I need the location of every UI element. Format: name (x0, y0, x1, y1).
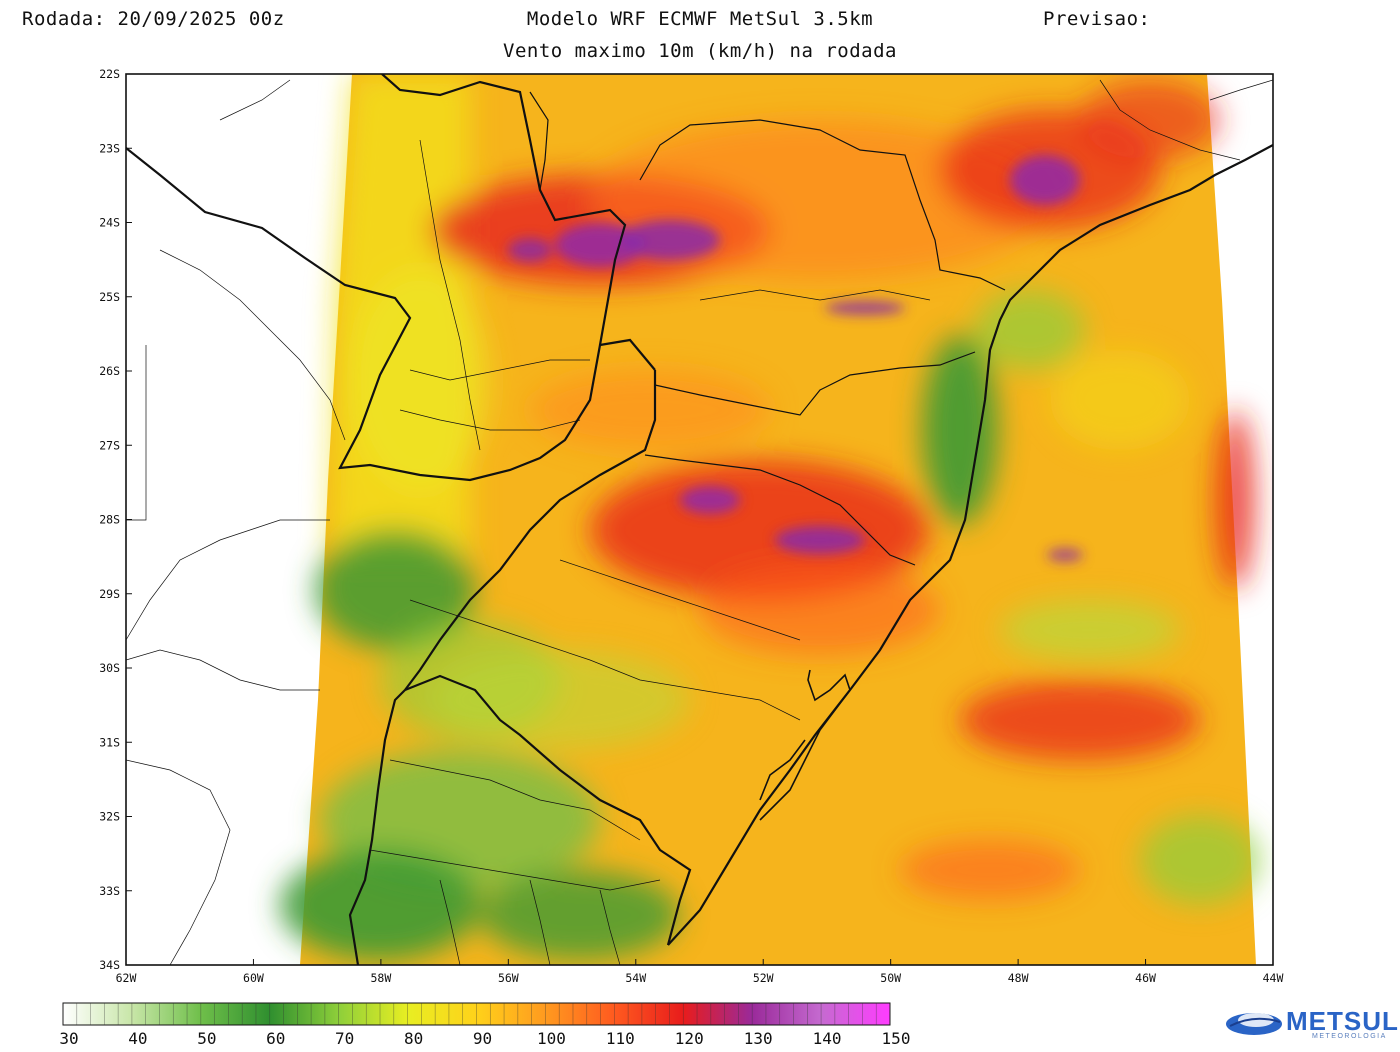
colorbar-label: 100 (537, 1029, 566, 1048)
lat-label: 24S (99, 216, 120, 230)
border-brazil-uruguay (404, 674, 692, 946)
logo-name: METSUL (1286, 1006, 1399, 1036)
colorbar-label: 30 (59, 1029, 78, 1048)
lat-label: 23S (99, 141, 120, 155)
lon-label: 46W (1135, 971, 1156, 985)
colorbar-label: 110 (606, 1029, 635, 1048)
run-time-label: Rodada: 20/09/2025 00z (22, 8, 285, 30)
lon-label: 56W (498, 971, 519, 985)
colorbar-label: 40 (128, 1029, 147, 1048)
colorbar-label: 120 (675, 1029, 704, 1048)
state-border-ms (529, 91, 549, 191)
lon-label: 52W (753, 971, 774, 985)
forecast-label: Previsao: (1043, 8, 1151, 30)
longitude-axis: 62W 60W 58W 56W 54W 52W 50W 48W 46W 44W (116, 959, 1284, 985)
colorbar: 30 40 50 60 70 80 90 100 110 120 130 140 150 (59, 1002, 910, 1048)
border-brazil-argentina (404, 370, 657, 691)
colorbar-ticks (62, 1003, 891, 1025)
model-title: Modelo WRF ECMWF MetSul 3.5km (526, 8, 874, 30)
border-paraguay-argentina (126, 147, 656, 482)
map-subtitle: Vento maximo 10m (km/h) na rodada (503, 40, 897, 62)
colorbar-label: 50 (197, 1029, 216, 1048)
lat-label: 26S (99, 364, 120, 378)
colorbar-label: 150 (882, 1029, 911, 1048)
lat-label: 27S (99, 438, 120, 452)
lon-label: 60W (243, 971, 264, 985)
colorbar-label: 90 (473, 1029, 492, 1048)
lon-label: 44W (1263, 971, 1284, 985)
lon-label: 58W (370, 971, 391, 985)
lon-label: 54W (625, 971, 646, 985)
lat-label: 34S (99, 958, 120, 972)
plot-area (126, 74, 1273, 965)
colorbar-label: 80 (404, 1029, 423, 1048)
colorbar-label: 70 (335, 1029, 354, 1048)
latitude-axis: 22S 23S 24S 25S 26S 27S 28S 29S 30S 31S 32S 33S 34S (99, 67, 132, 972)
lagoa-dos-patos (759, 669, 851, 821)
lat-label: 32S (99, 810, 120, 824)
lat-label: 29S (99, 587, 120, 601)
colorbar-label: 140 (813, 1029, 842, 1048)
lat-label: 25S (99, 290, 120, 304)
province-boundaries (126, 79, 1273, 965)
lon-label: 48W (1008, 971, 1029, 985)
political-boundaries (126, 74, 1273, 965)
lat-label: 30S (99, 661, 120, 675)
lon-label: 50W (880, 971, 901, 985)
logo-subtitle: METEOROLOGIA (1312, 1033, 1387, 1040)
lat-label: 33S (99, 884, 120, 898)
colorbar-label: 130 (744, 1029, 773, 1048)
state-border-pr-sc (654, 351, 976, 416)
globe-icon (1226, 1013, 1282, 1035)
colorbar-labels: 30 40 50 60 70 80 90 100 110 120 130 140 150 (59, 1029, 910, 1048)
border-uruguay-argentina (348, 689, 406, 965)
state-border-pr-sp (639, 119, 1006, 291)
lat-label: 28S (99, 513, 120, 527)
colorbar-label: 60 (266, 1029, 285, 1048)
lat-label: 22S (99, 67, 120, 81)
metsul-logo: METSUL METEOROLOGIA (1220, 998, 1398, 1042)
coastline-brazil (667, 144, 1273, 946)
lat-label: 31S (99, 735, 120, 749)
state-border-sc-rs (644, 454, 916, 566)
lon-label: 62W (116, 971, 137, 985)
